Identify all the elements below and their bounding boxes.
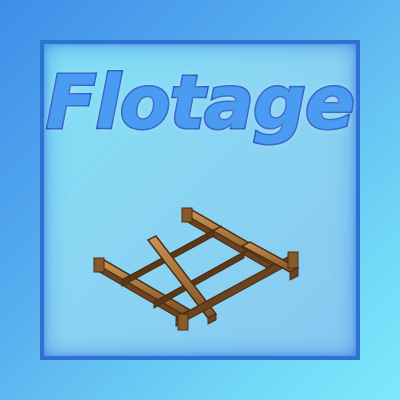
logo-title: Flotage	[44, 60, 356, 146]
wooden-raft-icon	[93, 207, 300, 331]
raft-cross-plank-2	[153, 247, 253, 309]
raft-diagonal-brace	[146, 235, 218, 325]
raft-posts	[93, 207, 299, 331]
